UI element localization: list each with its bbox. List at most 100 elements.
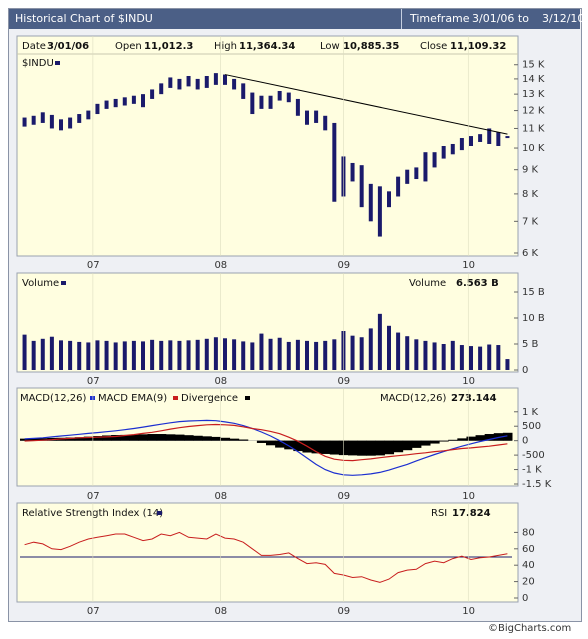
macd-tick-label: 1 K xyxy=(522,407,539,418)
divergence-bar xyxy=(229,438,240,441)
price-bar xyxy=(487,128,492,144)
price-bar xyxy=(31,115,36,125)
price-bar xyxy=(478,134,483,142)
macd-line xyxy=(24,419,508,476)
volume-bar xyxy=(286,341,291,370)
volume-bar xyxy=(505,359,510,370)
volume-bar xyxy=(177,340,182,370)
macd-legend-swatch xyxy=(90,396,95,400)
price-tick-label: 7 K xyxy=(522,216,539,227)
macd-ema-legend: MACD EMA(9) xyxy=(98,393,167,404)
price-panel xyxy=(16,35,519,257)
divergence-bar xyxy=(174,434,185,441)
volume-bar xyxy=(141,341,145,370)
rsi-tick-label: 20 xyxy=(522,577,535,588)
price-bar xyxy=(286,92,291,103)
divergence-bar xyxy=(220,437,231,441)
volume-tick-label: 0 xyxy=(522,365,528,376)
volume-bar xyxy=(423,340,428,370)
price-bar xyxy=(332,122,337,202)
price-bar xyxy=(150,89,155,99)
volume-bar xyxy=(122,341,127,370)
macd-tick-label: 0 xyxy=(522,436,528,447)
divergence-bar xyxy=(74,437,85,441)
price-bar xyxy=(432,152,437,168)
price-bar xyxy=(305,110,309,125)
price-bar xyxy=(469,136,473,147)
volume-bar xyxy=(441,344,446,370)
divergence-bar xyxy=(430,440,440,444)
date-label: Date xyxy=(22,41,46,52)
divergence-legend-swatch xyxy=(245,396,250,400)
high-value: 11,364.34 xyxy=(239,41,295,52)
price-tick-label: 14 K xyxy=(522,74,545,85)
title-bar: Historical Chart of $INDU Timeframe 3/01… xyxy=(9,9,585,29)
price-bar xyxy=(122,97,127,106)
price-tick-label: 15 K xyxy=(522,60,545,71)
price-legend-swatch xyxy=(55,61,60,65)
volume-bar xyxy=(450,340,455,370)
x-tick-label: 09 xyxy=(337,491,350,502)
volume-bar xyxy=(113,342,118,370)
price-bar xyxy=(387,191,391,208)
price-tick-label: 12 K xyxy=(522,106,545,117)
divergence-bar xyxy=(329,440,340,455)
divergence-bar xyxy=(38,438,48,441)
divergence-bar xyxy=(184,435,194,441)
price-bar xyxy=(350,162,355,182)
open-label: Open xyxy=(115,41,142,52)
divergence-bar xyxy=(266,440,276,446)
price-tick-label: 6 K xyxy=(522,248,539,259)
price-bar xyxy=(204,75,209,88)
volume-bar xyxy=(131,340,136,370)
divergence-bar xyxy=(156,434,167,441)
price-bar xyxy=(213,73,218,85)
rsi-panel xyxy=(16,502,519,603)
volume-bar xyxy=(68,340,73,370)
macd-tick-label: -500 xyxy=(522,450,545,461)
volume-bar xyxy=(459,345,464,370)
price-tick-label: 11 K xyxy=(522,123,545,134)
chart-title: Historical Chart of $INDU xyxy=(15,12,153,25)
divergence-bar xyxy=(466,436,477,441)
divergence-bar xyxy=(357,440,367,456)
macd-tick-label: -1.5 K xyxy=(522,479,552,490)
open-value: 11,012.3 xyxy=(144,41,193,52)
volume-bar xyxy=(204,338,209,370)
price-bar xyxy=(423,152,428,182)
price-tick-label: 10 K xyxy=(522,143,545,154)
date-value: 3/01/06 xyxy=(47,41,89,52)
divergence-bar xyxy=(102,435,112,441)
x-tick-label: 10 xyxy=(462,260,475,271)
price-tick-label: 8 K xyxy=(522,189,539,200)
volume-bar xyxy=(213,337,218,370)
volume-value-label: Volume xyxy=(409,278,446,289)
x-tick-label: 07 xyxy=(87,491,100,502)
divergence-bar xyxy=(348,440,358,456)
volume-bar xyxy=(268,338,273,370)
timeframe-box[interactable]: Timeframe 3/01/06 to 3/12/10 xyxy=(401,9,585,29)
divergence-bar xyxy=(475,435,486,441)
price-bar xyxy=(59,119,63,131)
macd-ema-line xyxy=(24,423,508,462)
divergence-bar xyxy=(366,440,376,456)
divergence-bar xyxy=(92,436,103,441)
rsi-tick-label: 60 xyxy=(522,544,535,555)
volume-bar xyxy=(305,340,309,370)
timeframe-to: 3/12/10 xyxy=(542,12,585,25)
price-bar xyxy=(68,117,73,129)
volume-bar xyxy=(186,340,191,370)
divergence-bar xyxy=(256,440,267,443)
volume-bar xyxy=(232,339,237,370)
price-bar xyxy=(277,91,282,101)
price-bar xyxy=(232,78,237,90)
volume-bar xyxy=(405,336,410,370)
price-bar xyxy=(450,143,455,155)
volume-bar xyxy=(168,340,173,370)
divergence-bar xyxy=(111,435,121,441)
price-bar xyxy=(104,100,109,109)
price-bar xyxy=(295,98,300,116)
price-bar xyxy=(405,169,410,184)
divergence-bar xyxy=(138,434,149,441)
x-tick-label: 08 xyxy=(214,260,227,271)
